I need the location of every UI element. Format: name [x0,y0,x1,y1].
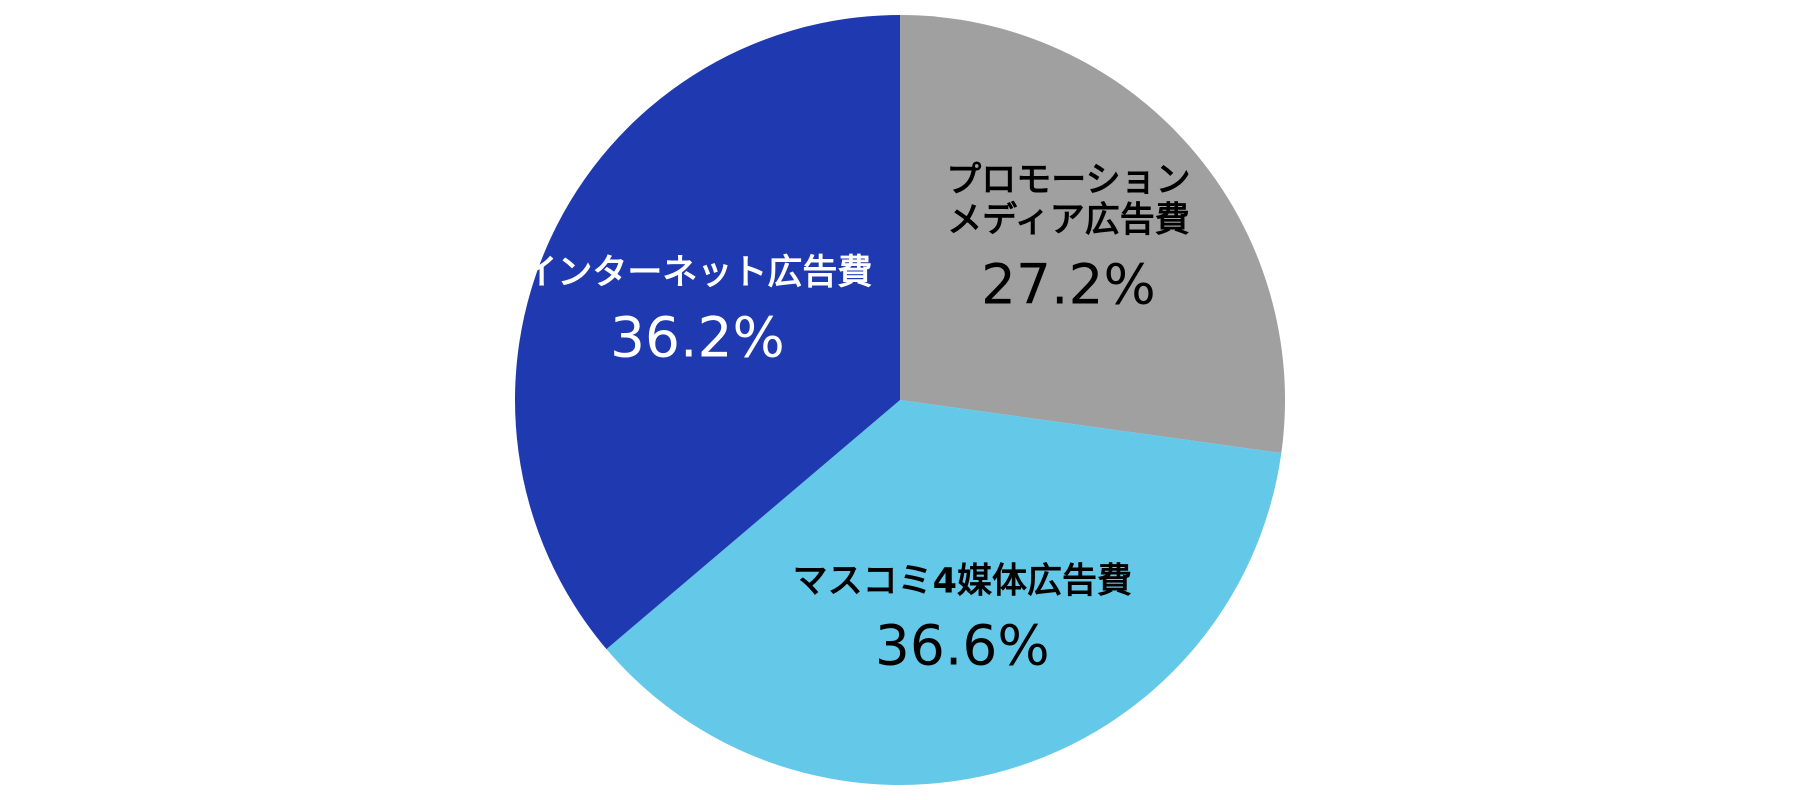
slice-label: プロモーションメディア広告費 [946,160,1190,240]
pie-slice [606,400,1282,785]
slice-label: マスコミ4媒体広告費 [793,561,1132,601]
slice-value-label: 36.6% [875,614,1050,678]
slice-value-label: 27.2% [981,253,1156,317]
slice-value-label: 36.2% [610,305,785,369]
pie-slice [900,15,1285,454]
slice-label: インターネット広告費 [522,253,872,293]
pie-slice [515,15,900,650]
